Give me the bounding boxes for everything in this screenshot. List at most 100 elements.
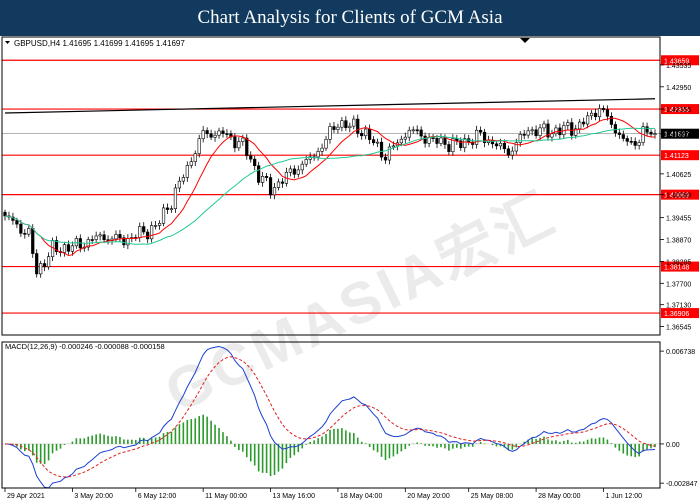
bull-candle xyxy=(177,180,181,189)
sr-level-tag xyxy=(661,308,699,319)
bear-candle xyxy=(443,137,447,145)
bull-candle xyxy=(157,222,162,226)
bull-candle xyxy=(173,187,178,210)
bull-candle xyxy=(463,138,467,148)
bull-candle xyxy=(586,115,590,125)
time-tick-label: 11 May 00:00 xyxy=(205,493,247,500)
symbol-info: GBPUSD,H4 1.41695 1.41699 1.41695 1.4169… xyxy=(14,39,185,48)
current-price-tag xyxy=(661,128,699,139)
bull-candle xyxy=(589,112,594,117)
bull-candle xyxy=(70,245,74,252)
bull-candle xyxy=(427,137,431,144)
bull-candle xyxy=(475,129,479,145)
bull-candle xyxy=(237,141,241,149)
bear-candle xyxy=(118,234,122,239)
bear-candle xyxy=(534,129,538,136)
bull-candle xyxy=(185,165,189,178)
bull-candle xyxy=(98,234,102,237)
bear-candle xyxy=(15,220,19,225)
bull-candle xyxy=(62,244,67,253)
bull-candle xyxy=(518,134,522,143)
bull-candle xyxy=(189,161,193,166)
bull-candle xyxy=(348,125,352,128)
bull-candle xyxy=(213,134,217,138)
price-tick-label: 1.38870 xyxy=(666,238,691,245)
price-tick-label: 1.40625 xyxy=(666,172,691,179)
price-tick-label: 1.42950 xyxy=(666,85,691,92)
bull-candle xyxy=(217,130,221,136)
macd-tick-label: -0.002847 xyxy=(666,481,698,488)
bull-candle xyxy=(510,150,514,156)
bear-candle xyxy=(379,141,384,158)
bull-candle xyxy=(542,123,546,129)
bear-candle xyxy=(383,156,388,161)
bear-candle xyxy=(570,122,574,136)
bear-candle xyxy=(633,141,637,146)
price-panel-frame xyxy=(1,36,661,336)
time-tick-label: 25 May 08:00 xyxy=(471,493,514,500)
sr-level-tag xyxy=(661,55,699,66)
sr-level-label: 1.42355 xyxy=(664,107,689,114)
bear-candle xyxy=(368,128,372,140)
bull-candle xyxy=(114,234,118,240)
price-tick-label: 1.42355 xyxy=(666,107,691,114)
bull-candle xyxy=(578,121,582,130)
bull-candle xyxy=(411,129,415,132)
time-tick-label: 28 May 00:00 xyxy=(538,493,581,500)
bull-candle xyxy=(296,169,300,175)
bull-candle xyxy=(201,130,205,140)
bear-candle xyxy=(90,239,94,241)
sr-level-label: 1.41123 xyxy=(664,153,689,160)
bear-candle xyxy=(645,126,649,133)
bull-candle xyxy=(27,228,31,235)
sr-level-label: 1.43659 xyxy=(664,58,689,65)
bull-candle xyxy=(276,181,281,188)
bear-candle xyxy=(431,137,435,139)
price-tick-label: 1.39455 xyxy=(666,216,691,223)
price-tick-label: 1.37130 xyxy=(666,303,691,310)
bear-candle xyxy=(423,135,427,144)
bear-candle xyxy=(19,223,23,234)
bear-candle xyxy=(249,155,253,160)
bull-candle xyxy=(554,127,558,135)
time-tick-label: 1 Jun 12:00 xyxy=(605,493,642,500)
bull-candle xyxy=(538,127,542,136)
bull-candle xyxy=(74,238,78,247)
bear-candle xyxy=(23,233,27,235)
bear-candle xyxy=(142,226,146,233)
macd-panel-frame xyxy=(1,341,661,489)
symbol-arrow-icon xyxy=(5,41,10,44)
bear-candle xyxy=(593,112,598,118)
bear-candle xyxy=(435,138,439,144)
bull-candle xyxy=(336,126,340,130)
bull-candle xyxy=(39,263,43,275)
bear-candle xyxy=(506,148,510,156)
bull-candle xyxy=(138,226,142,238)
price-tick-label: 1.41697 xyxy=(666,132,691,139)
bear-candle xyxy=(31,228,35,254)
bear-candle xyxy=(209,133,213,138)
bear-candle xyxy=(257,165,261,183)
bull-candle xyxy=(399,138,403,144)
chart-title: Chart Analysis for Clients of GCM Asia xyxy=(197,7,503,28)
time-tick-label: 6 May 12:00 xyxy=(138,493,177,500)
bull-candle xyxy=(272,187,277,196)
bear-candle xyxy=(371,139,376,144)
bull-candle xyxy=(197,138,201,154)
macd-label: MACD(12,26,9) -0.000246 -0.000088 -0.000… xyxy=(5,342,165,351)
macd-tick-label: 0.006738 xyxy=(666,349,695,356)
bear-candle xyxy=(344,120,348,128)
bear-candle xyxy=(253,158,257,167)
fast-moving-average xyxy=(4,117,655,257)
bull-candle xyxy=(94,235,98,240)
bull-candle xyxy=(451,138,455,152)
sr-level-tag xyxy=(661,261,699,272)
bear-candle xyxy=(601,108,606,111)
bear-candle xyxy=(43,263,47,268)
bear-candle xyxy=(613,124,617,134)
bear-candle xyxy=(649,131,653,135)
bull-candle xyxy=(352,118,356,127)
bear-candle xyxy=(102,234,106,240)
bear-candle xyxy=(35,253,39,275)
sr-level-label: 1.36906 xyxy=(664,311,689,318)
